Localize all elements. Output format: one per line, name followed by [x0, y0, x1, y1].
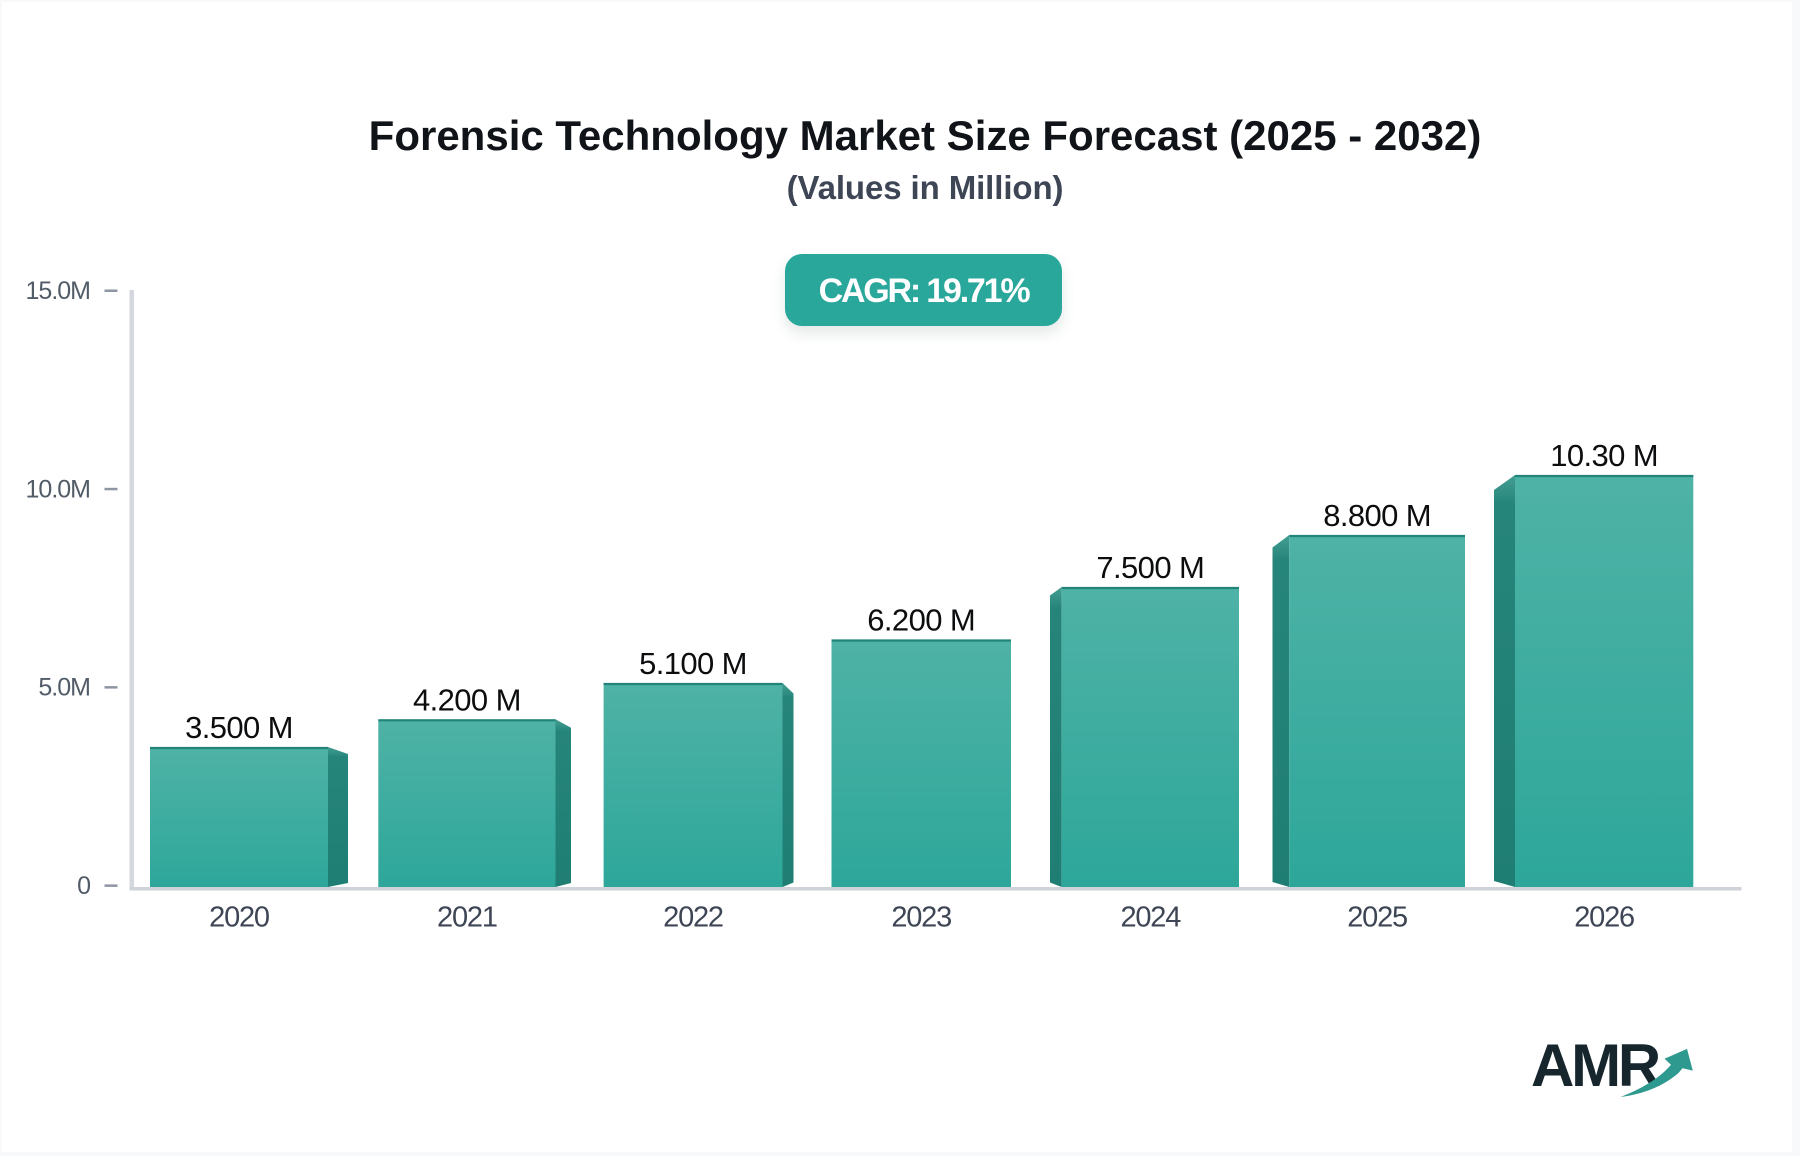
svg-text:2025: 2025 — [1347, 902, 1407, 934]
svg-text:2020: 2020 — [209, 902, 269, 934]
svg-text:10.0M: 10.0M — [26, 475, 90, 503]
svg-text:2023: 2023 — [891, 902, 951, 934]
svg-text:0: 0 — [77, 872, 90, 900]
svg-text:6.200 M: 6.200 M — [867, 603, 975, 638]
svg-text:5.0M: 5.0M — [38, 674, 90, 702]
svg-text:7.500 M: 7.500 M — [1096, 550, 1204, 585]
svg-text:5.100 M: 5.100 M — [639, 646, 747, 681]
svg-text:15.0M: 15.0M — [26, 277, 90, 305]
svg-text:2021: 2021 — [437, 902, 497, 934]
svg-text:2022: 2022 — [663, 902, 723, 934]
svg-text:2024: 2024 — [1120, 902, 1181, 934]
svg-text:2026: 2026 — [1574, 902, 1634, 934]
svg-text:4.200 M: 4.200 M — [413, 682, 521, 717]
svg-text:10.30 M: 10.30 M — [1550, 438, 1658, 473]
svg-text:3.500 M: 3.500 M — [185, 710, 293, 745]
svg-text:8.800 M: 8.800 M — [1323, 498, 1431, 533]
